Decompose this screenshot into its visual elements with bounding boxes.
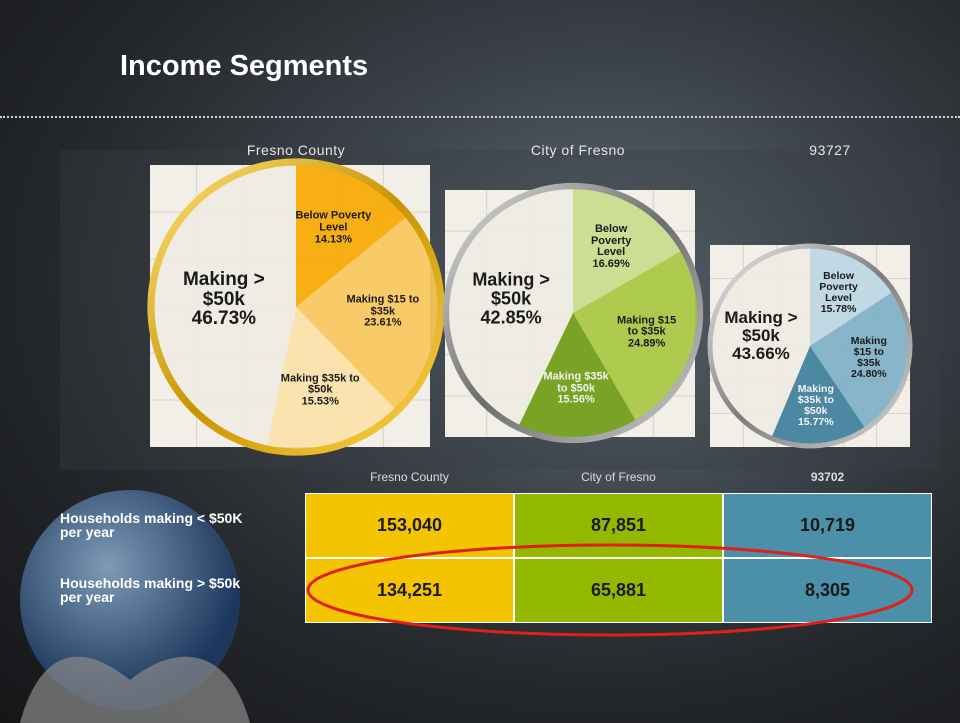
- slice-value: 43.66%: [721, 345, 801, 363]
- table-cell: 87,851: [514, 493, 723, 558]
- slice-value: 24.89%: [612, 338, 682, 350]
- slice-value: 15.56%: [541, 395, 611, 407]
- pie-title: City of Fresno: [531, 142, 625, 158]
- pie-title: Fresno County: [247, 142, 345, 158]
- row-label: Households making > $50k per year: [60, 576, 260, 604]
- row-label: Households making < $50K per year: [60, 511, 260, 539]
- slice-category: Making $35k to $50k: [541, 372, 611, 395]
- slice-category: Making > $50k: [460, 271, 562, 309]
- table-cell: 10,719: [723, 493, 932, 558]
- slice-value: 16.69%: [576, 259, 646, 271]
- slice-value: 15.78%: [811, 304, 866, 315]
- slice-value: 42.85%: [460, 308, 562, 327]
- slice-category: Making $15 to $35k: [612, 315, 682, 338]
- slice-value: 15.53%: [280, 396, 360, 408]
- slice-category: Making $35k to $50k: [280, 373, 360, 396]
- slice-value: 46.73%: [166, 310, 282, 330]
- pie-title: 93727: [809, 142, 850, 158]
- slide: Income Segments Fresno CountyBelow Pover…: [0, 0, 960, 723]
- slice-value: 23.61%: [343, 318, 423, 330]
- table-cell: 8,305: [723, 558, 932, 623]
- slice-category: Making > $50k: [721, 309, 801, 345]
- slice-category: Making > $50k: [166, 270, 282, 310]
- column-header: Fresno County: [305, 470, 514, 484]
- table-cell: 65,881: [514, 558, 723, 623]
- slice-category: Below Poverty Level: [576, 224, 646, 259]
- slice-category: Making $15 to $35k: [343, 295, 423, 318]
- slice-value: 15.77%: [788, 417, 843, 428]
- slice-category: Making $35k to $50k: [788, 384, 843, 417]
- table-cell: 153,040: [305, 493, 514, 558]
- slice-value: 24.80%: [841, 369, 896, 380]
- slice-category: Making $15 to $35k: [841, 336, 896, 369]
- table-cell: 134,251: [305, 558, 514, 623]
- slice-category: Below Poverty Level: [811, 271, 866, 304]
- slice-value: 14.13%: [293, 234, 373, 246]
- column-header: 93702: [723, 470, 932, 484]
- column-header: City of Fresno: [514, 470, 723, 484]
- slice-category: Below Poverty Level: [293, 211, 373, 234]
